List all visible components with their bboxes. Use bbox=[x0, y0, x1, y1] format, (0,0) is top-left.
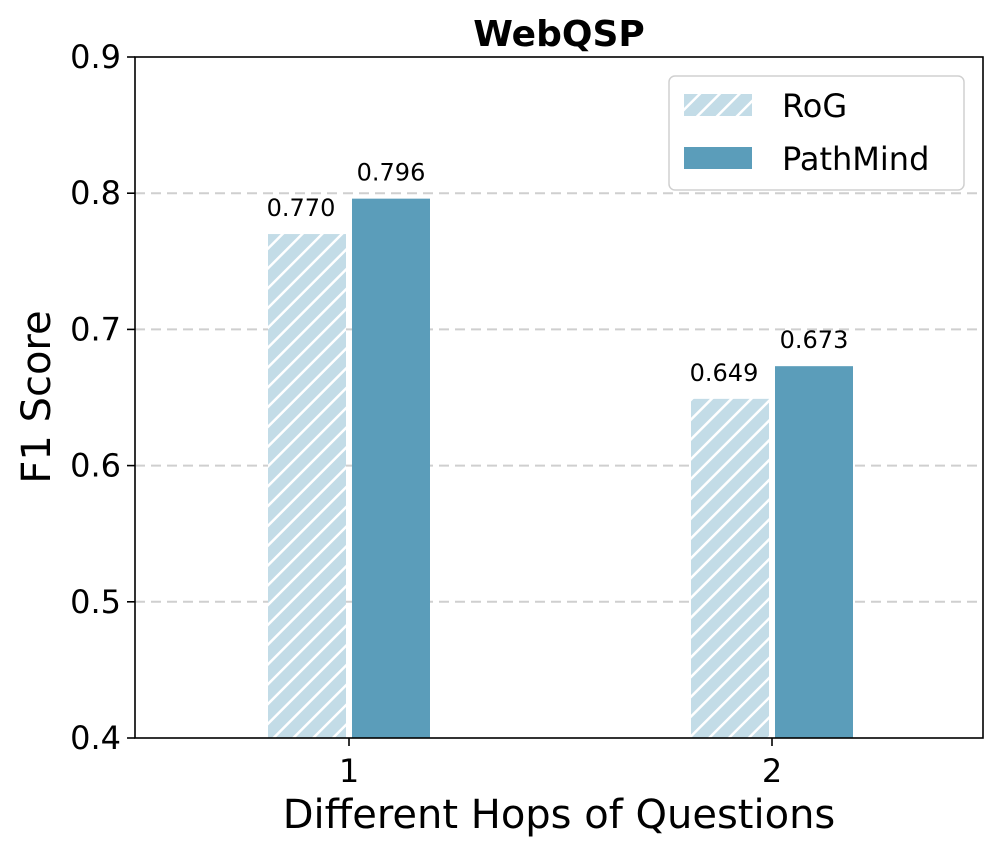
y-tick-label: 0.6 bbox=[70, 447, 121, 485]
legend-swatch-rog bbox=[684, 94, 752, 116]
data-label: 0.673 bbox=[780, 326, 849, 354]
grid-lines bbox=[135, 192, 983, 603]
data-label: 0.649 bbox=[690, 359, 759, 387]
bar-pathmind-hop-1 bbox=[352, 198, 430, 738]
bar-pathmind-hop-2 bbox=[775, 366, 853, 738]
y-tick-label: 0.4 bbox=[70, 719, 121, 757]
y-tick-label: 0.7 bbox=[70, 310, 121, 348]
bar-rog-hop-1 bbox=[268, 234, 346, 738]
data-labels: 0.770 0.796 0.649 0.673 bbox=[267, 159, 849, 387]
data-label: 0.770 bbox=[267, 194, 336, 222]
y-tick-label: 0.9 bbox=[70, 38, 121, 76]
y-axis: 0.4 0.5 0.6 0.7 0.8 0.9 bbox=[70, 38, 135, 757]
data-label: 0.796 bbox=[357, 159, 426, 187]
bars bbox=[268, 198, 853, 738]
plot-frame bbox=[134, 56, 984, 739]
legend-label-rog: RoG bbox=[782, 87, 847, 125]
bar-rog-hop-2 bbox=[691, 398, 769, 738]
chart-title: WebQSP bbox=[473, 14, 645, 55]
legend-swatch-pathmind bbox=[684, 147, 752, 169]
legend-label-pathmind: PathMind bbox=[782, 140, 929, 178]
x-tick-label: 1 bbox=[339, 752, 359, 790]
y-axis-label: F1 Score bbox=[14, 310, 60, 483]
x-axis-label: Different Hops of Questions bbox=[283, 792, 836, 838]
x-tick-label: 2 bbox=[762, 752, 782, 790]
y-tick-label: 0.5 bbox=[70, 583, 121, 621]
legend: RoG PathMind bbox=[668, 75, 965, 191]
y-tick-label: 0.8 bbox=[70, 174, 121, 212]
